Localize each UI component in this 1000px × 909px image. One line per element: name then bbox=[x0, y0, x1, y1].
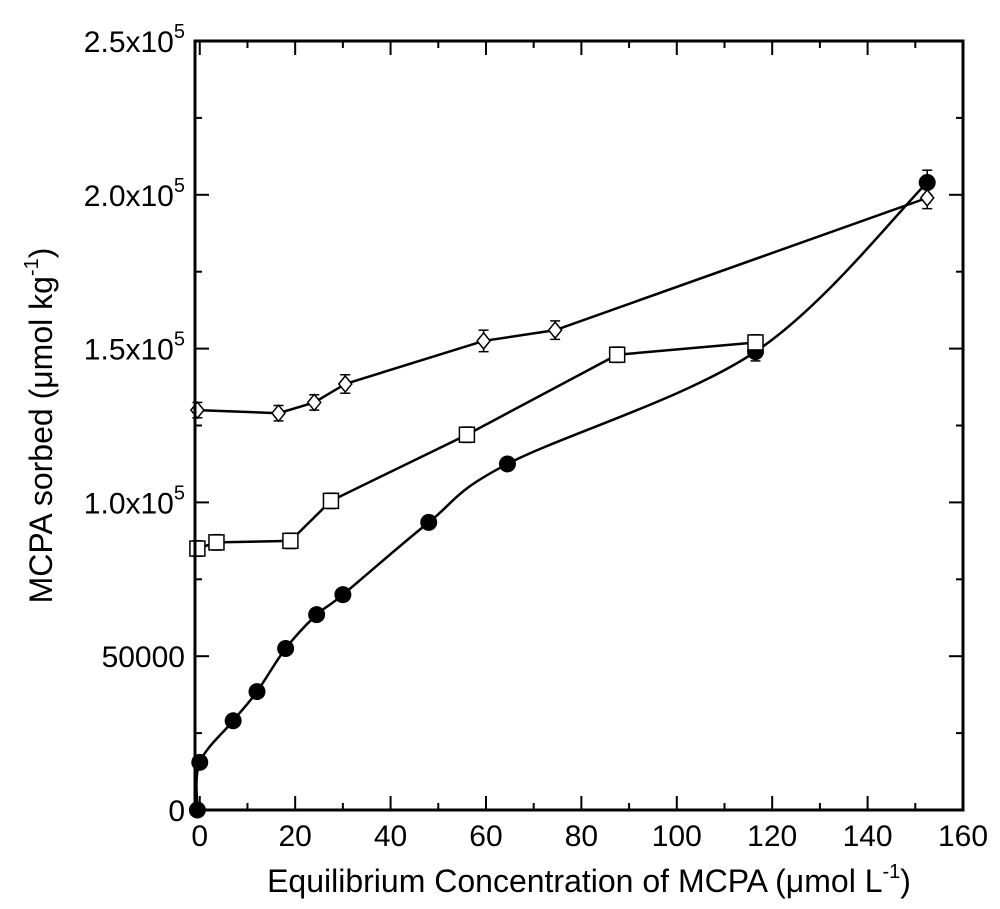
data-point bbox=[306, 393, 322, 412]
data-point bbox=[224, 712, 242, 730]
x-tick-label: 40 bbox=[374, 820, 407, 853]
plot-frame bbox=[193, 39, 965, 812]
data-point bbox=[608, 346, 626, 364]
x-axis-title-main: Equilibrium Concentration of MCPA (μmol … bbox=[267, 863, 882, 899]
data-point bbox=[248, 683, 266, 701]
data-point bbox=[458, 426, 476, 443]
x-tick-label: 60 bbox=[469, 820, 502, 853]
y-tick-label: 1.5x105 bbox=[84, 329, 185, 367]
series-circle-filled bbox=[188, 169, 936, 819]
series-line bbox=[195, 181, 929, 811]
x-axis-title: Equilibrium Concentration of MCPA (μmol … bbox=[267, 861, 911, 899]
y-axis-title: MCPA sorbed (μmol kg-1) bbox=[21, 248, 59, 604]
series-line bbox=[197, 341, 756, 550]
data-point bbox=[189, 540, 206, 557]
data-point bbox=[420, 513, 438, 531]
y-tick-label: 1.0x105 bbox=[84, 482, 185, 520]
data-point bbox=[282, 532, 299, 550]
series-line bbox=[197, 196, 928, 415]
data-point bbox=[547, 320, 563, 340]
x-tick-label: 80 bbox=[565, 820, 598, 853]
data-point bbox=[322, 492, 340, 510]
data-point bbox=[271, 404, 286, 423]
data-point bbox=[277, 640, 295, 658]
y-axis: 0 50000 1.0x105 1.5x105 2.0x105 2.5x105 bbox=[84, 21, 963, 828]
x-axis: 0 20 40 60 80 100 120 140 160 bbox=[191, 41, 988, 853]
data-point bbox=[498, 455, 516, 473]
x-tick-label: 140 bbox=[843, 820, 893, 853]
y-tick-label: 2.5x105 bbox=[84, 21, 185, 59]
data-point bbox=[919, 188, 935, 208]
y-tick-label: 50000 bbox=[102, 641, 185, 674]
x-tick-label: 100 bbox=[652, 820, 702, 853]
plot-area bbox=[188, 169, 936, 819]
series-square-open bbox=[189, 334, 764, 557]
x-axis-title-close: ) bbox=[900, 863, 911, 899]
x-tick-label: 20 bbox=[278, 820, 311, 853]
y-axis-title-superscript: -1 bbox=[21, 258, 43, 276]
x-tick-label: 0 bbox=[191, 820, 208, 853]
data-point bbox=[189, 400, 205, 420]
y-axis-title-main: MCPA sorbed (μmol kg bbox=[23, 276, 59, 603]
x-axis-title-superscript: -1 bbox=[882, 861, 900, 883]
data-point bbox=[476, 331, 492, 351]
y-axis-title-close: ) bbox=[23, 248, 59, 259]
data-point bbox=[747, 334, 764, 351]
data-point bbox=[337, 374, 353, 394]
x-tick-label: 160 bbox=[938, 820, 988, 853]
data-point bbox=[334, 586, 352, 604]
data-point bbox=[208, 534, 225, 551]
y-tick-label: 0 bbox=[168, 795, 185, 828]
series-diamond-open bbox=[189, 186, 935, 423]
x-tick-label: 120 bbox=[747, 820, 797, 853]
y-tick-label: 2.0x105 bbox=[84, 175, 185, 213]
data-point bbox=[308, 606, 326, 624]
